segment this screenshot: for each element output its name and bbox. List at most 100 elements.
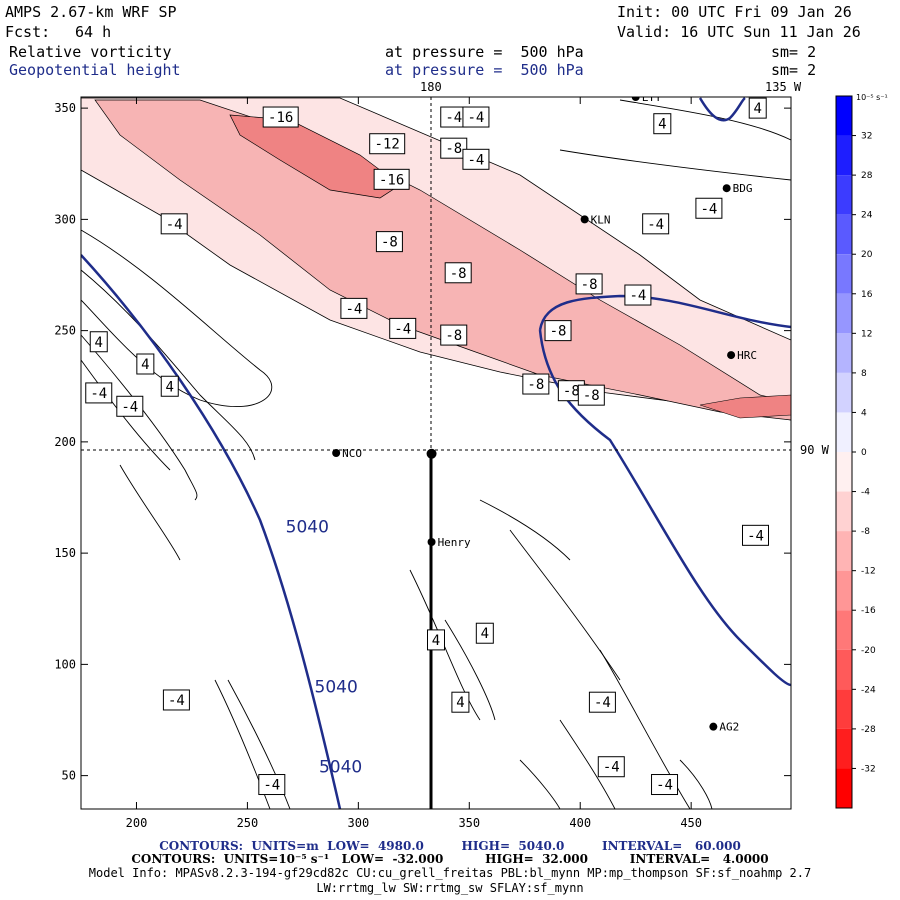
svg-text:-4: -4 (468, 110, 485, 126)
x-tick-label: 400 (569, 816, 591, 830)
vorticity-contour-label: -8 (440, 137, 468, 159)
svg-text:4: 4 (658, 117, 666, 133)
y-tick-label: 50 (62, 769, 76, 783)
svg-text:-12: -12 (375, 137, 400, 153)
colorbar-tick-label: 20 (861, 250, 873, 260)
vorticity-contour-label: -8 (522, 373, 550, 395)
svg-text:4: 4 (456, 695, 464, 711)
plot-area: -16-12-16-4 -4-8-4-4-8-8-8-4-4-4 -8 -8-8 -8-… (81, 91, 791, 809)
colorbar-bin (836, 175, 852, 215)
vorticity-contour-label: -4 (695, 197, 723, 219)
field1-name: Relative vorticity (9, 43, 172, 61)
vorticity-contour-label: -4 (258, 774, 286, 796)
colorbar-tick-label: -4 (861, 488, 870, 498)
vorticity-contour-label: -12 (369, 133, 406, 155)
colorbar-bin (836, 412, 852, 452)
station-hrc: HRC (727, 349, 757, 362)
vorticity-contour-label: 4 (748, 97, 767, 119)
vorticity-contour-label: -4 (651, 774, 679, 796)
init-time: Init: 00 UTC Fri 09 Jan 26 (617, 3, 852, 21)
vorticity-contour-label: -4 (462, 106, 490, 128)
x-tick-label: 350 (458, 816, 480, 830)
colorbar-tick-label: -8 (861, 527, 870, 537)
svg-text:LYT: LYT (642, 91, 662, 104)
colorbar-bin (836, 649, 852, 690)
colorbar-tick-label: 4 (861, 408, 867, 418)
colorbar-bin (836, 293, 852, 334)
colorbar-bin (836, 96, 852, 136)
station-henry: Henry (427, 536, 471, 549)
colorbar-tick-label: 28 (861, 171, 873, 181)
colorbar-unit: 10⁻⁵ s⁻¹ (856, 93, 888, 102)
height-contour-label: 5040 (286, 517, 329, 537)
colorbar-bin (836, 768, 852, 808)
x-tick-label: 250 (237, 816, 259, 830)
lon-label-135w: 135 W (765, 80, 802, 94)
svg-text:-4: -4 (345, 301, 362, 317)
vorticity-contour-label: -4 (588, 691, 616, 713)
colorbar-bin (836, 452, 852, 492)
station-kln: KLN (580, 213, 611, 226)
station-nco: NCO (332, 447, 362, 460)
colorbar-bin (836, 570, 852, 611)
model-physics-info: LW:rrtmg_lw SW:rrtmg_sw SFLAY:sf_mynn (316, 881, 584, 895)
svg-text:4: 4 (141, 357, 149, 373)
valid-time: Valid: 16 UTC Sun 11 Jan 26 (617, 23, 861, 41)
svg-text:4: 4 (754, 101, 762, 117)
vorticity-contour-label: -4 (85, 382, 113, 404)
vorticity-contour-label: -4 (624, 284, 652, 306)
colorbar-tick-label: 32 (861, 132, 872, 142)
svg-text:-4: -4 (656, 778, 673, 794)
height-contour-label: 5040 (319, 758, 362, 778)
svg-text:-4: -4 (747, 528, 764, 544)
svg-text:4: 4 (95, 335, 103, 351)
vorticity-contour-label: 4 (89, 331, 108, 353)
y-tick-label: 350 (54, 101, 76, 115)
svg-text:Henry: Henry (438, 536, 471, 549)
svg-text:-8: -8 (527, 377, 544, 393)
vorticity-contour-label: 4 (475, 622, 494, 644)
model-info: Model Info: MPASv8.2.3-194-gf29cd82c CU:… (88, 866, 812, 880)
y-tick-label: 100 (54, 657, 76, 671)
svg-text:-8: -8 (445, 141, 462, 157)
plot-frame (80, 96, 792, 810)
svg-text:-8: -8 (581, 277, 598, 293)
svg-text:-4: -4 (166, 217, 183, 233)
vorticity-contour-label: -8 (577, 384, 605, 406)
positive-vorticity-contours (81, 99, 791, 809)
colorbar-tick-label: -20 (861, 646, 876, 656)
x-tick-label: 450 (680, 816, 702, 830)
colorbar-tick-label: 0 (861, 448, 867, 458)
vorticity-fill-strong-east (699, 394, 791, 419)
svg-text:AG2: AG2 (719, 721, 739, 734)
vorticity-contour-label: -4 (340, 297, 368, 319)
cross-section-node (426, 448, 437, 459)
svg-text:-4: -4 (394, 321, 411, 337)
vorticity-contour-label: -4 (597, 756, 625, 778)
svg-text:-8: -8 (381, 235, 398, 251)
station-lyt: LYT (631, 91, 662, 104)
svg-text:NCO: NCO (342, 447, 362, 460)
stations: LYT BDG KLN HRC NCO Henry AG2 (332, 91, 757, 734)
field1-smoothing: sm= 2 (771, 43, 817, 61)
height-contour-info: CONTOURS: UNITS=m LOW= 4980.0 HIGH= 5040… (159, 839, 741, 853)
vorticity-contour-label: -4 (162, 689, 190, 711)
colorbar-bin (836, 372, 852, 413)
svg-text:4: 4 (481, 626, 489, 642)
svg-text:-4: -4 (468, 152, 485, 168)
svg-text:BDG: BDG (733, 182, 753, 195)
vorticity-contour-label: -4 (462, 148, 490, 170)
colorbar-tick-label: 16 (861, 290, 873, 300)
svg-text:-4: -4 (168, 693, 185, 709)
svg-text:-16: -16 (268, 110, 293, 126)
svg-text:-4: -4 (594, 695, 611, 711)
svg-text:KLN: KLN (591, 213, 611, 226)
vorticity-contour-label: -4 (389, 317, 417, 339)
x-tick-label: 300 (348, 816, 370, 830)
field2-smoothing: sm= 2 (771, 61, 817, 79)
colorbar-bin (836, 333, 852, 373)
svg-text:-8: -8 (445, 328, 462, 344)
svg-text:-8: -8 (550, 324, 567, 340)
vorticity-contour-label: 4 (451, 691, 470, 713)
